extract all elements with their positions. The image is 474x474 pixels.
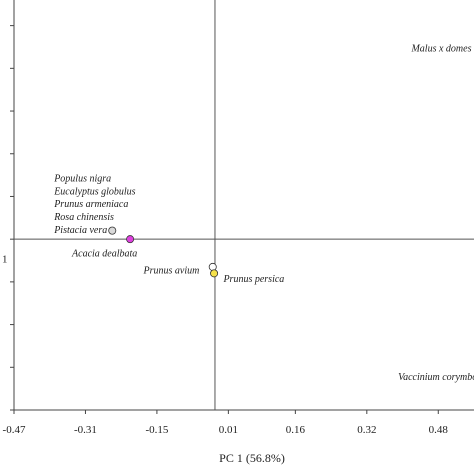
zero-reference-lines (14, 0, 474, 410)
species-label: Acacia dealbata (71, 248, 137, 259)
species-label: Rosa chinensis (53, 212, 114, 223)
scatter-point (126, 235, 135, 244)
y-axis-edge-mark: 1 (2, 254, 8, 266)
x-tick-label: 0.16 (286, 424, 306, 436)
scatter-point (108, 226, 117, 235)
x-tick-label: -0.31 (74, 424, 97, 436)
scatter-point (208, 262, 217, 271)
x-tick-label: 0.01 (219, 424, 238, 436)
scatter-point (210, 269, 219, 278)
x-tick-label: -0.15 (145, 424, 168, 436)
species-label: Eucalyptus globulus (53, 186, 135, 197)
species-label: Prunus avium (143, 265, 200, 276)
x-axis-title: PC 1 (56.8%) (219, 451, 285, 465)
species-label: Malus x domes (410, 43, 471, 54)
species-label: Pistacia vera (53, 225, 107, 236)
chart-axes: -0.47 -0.31 -0.15 0.01 0.16 0.32 0.48 (3, 0, 474, 436)
species-label: Prunus armeniaca (53, 199, 128, 210)
x-tick-label: 0.48 (429, 424, 449, 436)
x-tick-label: -0.47 (3, 424, 26, 436)
species-label: Populus nigra (53, 174, 111, 185)
x-tick-label: 0.32 (357, 424, 376, 436)
species-label: Vaccinium corymbo (398, 372, 474, 383)
species-label: Prunus persica (222, 274, 284, 285)
data-points (108, 226, 219, 278)
